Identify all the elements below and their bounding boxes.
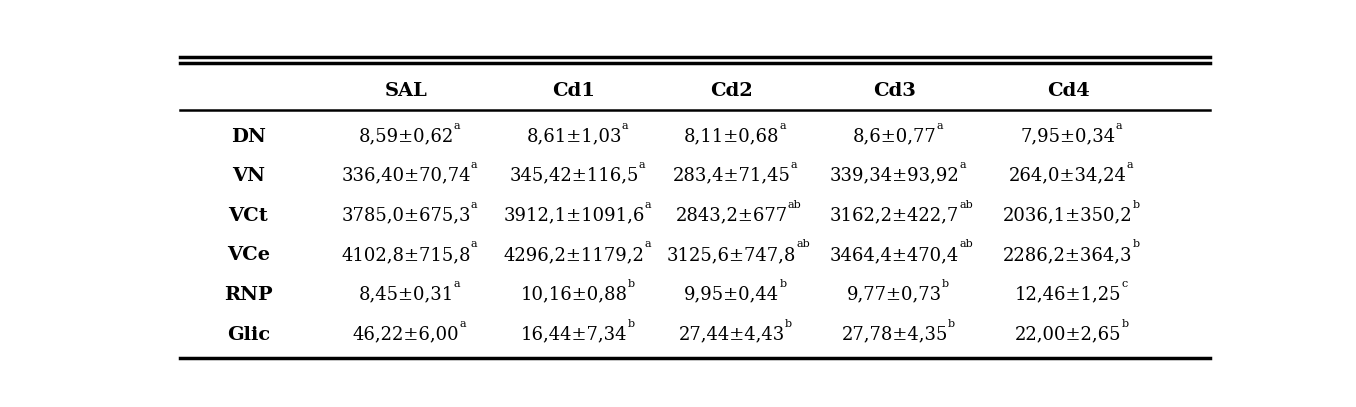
Text: 264,0±34,24: 264,0±34,24	[1009, 167, 1127, 185]
Text: Cd2: Cd2	[711, 82, 753, 100]
Text: 8,6±0,77: 8,6±0,77	[853, 127, 937, 146]
Text: a: a	[471, 199, 477, 210]
Text: 3162,2±422,7: 3162,2±422,7	[830, 207, 959, 225]
Text: SAL: SAL	[385, 82, 427, 100]
Text: ab: ab	[959, 199, 974, 210]
Text: 8,11±0,68: 8,11±0,68	[683, 127, 780, 146]
Text: a: a	[937, 120, 944, 131]
Text: 345,42±116,5: 345,42±116,5	[510, 167, 639, 185]
Text: a: a	[453, 120, 460, 131]
Text: Cd3: Cd3	[873, 82, 917, 100]
Text: Cd4: Cd4	[1047, 82, 1089, 100]
Text: a: a	[622, 120, 628, 131]
Text: a: a	[644, 239, 651, 249]
Text: RNP: RNP	[224, 286, 273, 304]
Text: 339,34±93,92: 339,34±93,92	[830, 167, 960, 185]
Text: 8,45±0,31: 8,45±0,31	[358, 286, 453, 304]
Text: Glic: Glic	[226, 326, 270, 344]
Text: a: a	[1127, 160, 1134, 170]
Text: b: b	[1132, 239, 1140, 249]
Text: b: b	[948, 319, 955, 329]
Text: 8,61±1,03: 8,61±1,03	[526, 127, 622, 146]
Text: b: b	[628, 319, 635, 329]
Text: 4296,2±1179,2: 4296,2±1179,2	[503, 246, 644, 264]
Text: 3464,4±470,4: 3464,4±470,4	[830, 246, 959, 264]
Text: a: a	[453, 279, 460, 289]
Text: b: b	[942, 279, 949, 289]
Text: 2036,1±350,2: 2036,1±350,2	[1003, 207, 1132, 225]
Text: c: c	[1121, 279, 1128, 289]
Text: a: a	[645, 199, 651, 210]
Text: 4102,8±715,8: 4102,8±715,8	[342, 246, 471, 264]
Text: a: a	[471, 239, 477, 249]
Text: 16,44±7,34: 16,44±7,34	[521, 326, 628, 344]
Text: 336,40±70,74: 336,40±70,74	[342, 167, 471, 185]
Text: 46,22±6,00: 46,22±6,00	[353, 326, 460, 344]
Text: 8,59±0,62: 8,59±0,62	[358, 127, 453, 146]
Text: 22,00±2,65: 22,00±2,65	[1014, 326, 1121, 344]
Text: 9,77±0,73: 9,77±0,73	[848, 286, 942, 304]
Text: 2286,2±364,3: 2286,2±364,3	[1003, 246, 1132, 264]
Text: b: b	[1121, 319, 1128, 329]
Text: 27,78±4,35: 27,78±4,35	[842, 326, 948, 344]
Text: 27,44±4,43: 27,44±4,43	[678, 326, 785, 344]
Text: a: a	[791, 160, 797, 170]
Text: DN: DN	[231, 127, 266, 146]
Text: 3912,1±1091,6: 3912,1±1091,6	[503, 207, 645, 225]
Text: a: a	[960, 160, 965, 170]
Text: a: a	[780, 120, 786, 131]
Text: b: b	[628, 279, 635, 289]
Text: VCt: VCt	[228, 207, 268, 225]
Text: Cd1: Cd1	[553, 82, 595, 100]
Text: 12,46±1,25: 12,46±1,25	[1014, 286, 1121, 304]
Text: VCe: VCe	[226, 246, 270, 264]
Text: b: b	[785, 319, 792, 329]
Text: 7,95±0,34: 7,95±0,34	[1021, 127, 1116, 146]
Text: 3125,6±747,8: 3125,6±747,8	[667, 246, 796, 264]
Text: a: a	[460, 319, 466, 329]
Text: ab: ab	[788, 199, 801, 210]
Text: 283,4±71,45: 283,4±71,45	[673, 167, 791, 185]
Text: 2843,2±677: 2843,2±677	[675, 207, 788, 225]
Text: b: b	[1132, 199, 1140, 210]
Text: a: a	[471, 160, 477, 170]
Text: ab: ab	[959, 239, 974, 249]
Text: a: a	[1116, 120, 1123, 131]
Text: a: a	[639, 160, 645, 170]
Text: VN: VN	[232, 167, 264, 185]
Text: b: b	[780, 279, 786, 289]
Text: 3785,0±675,3: 3785,0±675,3	[342, 207, 471, 225]
Text: 10,16±0,88: 10,16±0,88	[521, 286, 628, 304]
Text: 9,95±0,44: 9,95±0,44	[685, 286, 780, 304]
Text: ab: ab	[796, 239, 810, 249]
